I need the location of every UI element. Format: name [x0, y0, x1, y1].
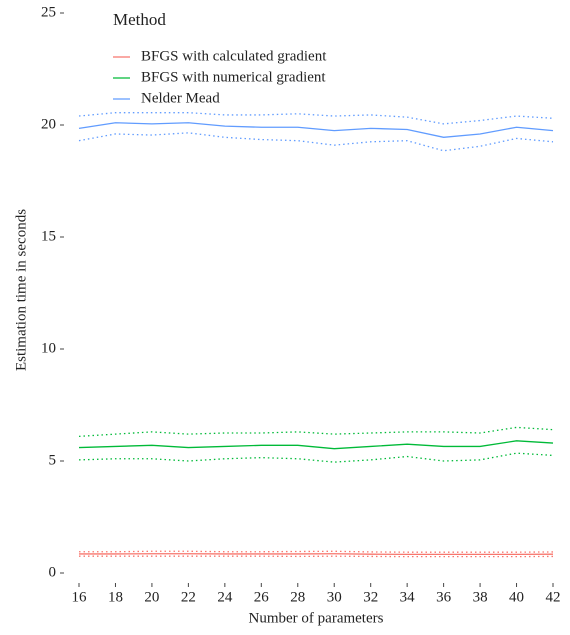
x-tick-label: 18	[108, 589, 123, 605]
x-tick-label: 28	[290, 589, 305, 605]
legend-title: Method	[113, 10, 166, 29]
x-tick-label: 42	[546, 589, 561, 605]
series-line	[78, 122, 554, 138]
x-tick-label: 20	[144, 589, 159, 605]
x-tick-label: 16	[72, 589, 88, 605]
x-axis-label: Number of parameters	[249, 610, 384, 626]
x-tick-label: 36	[436, 589, 452, 605]
legend-label: BFGS with calculated gradient	[141, 48, 327, 64]
x-tick-label: 22	[181, 589, 196, 605]
series-line	[79, 553, 554, 556]
y-tick-label: 0	[49, 564, 57, 580]
x-tick-label: 32	[363, 589, 378, 605]
y-tick-label: 20	[41, 116, 56, 132]
x-tick-label: 30	[327, 589, 342, 605]
y-tick-label: 25	[41, 4, 56, 20]
y-tick-label: 10	[41, 340, 56, 356]
upper-bound	[79, 550, 554, 553]
x-tick-label: 40	[509, 589, 524, 605]
y-axis-label: Estimation time in seconds	[13, 209, 29, 371]
y-tick-label: 15	[41, 228, 56, 244]
lower-bound	[78, 452, 554, 463]
x-tick-label: 26	[254, 589, 270, 605]
upper-bound	[78, 426, 554, 438]
series-line	[78, 440, 554, 450]
x-tick-label: 34	[400, 589, 416, 605]
x-tick-label: 38	[473, 589, 488, 605]
x-tick-label: 24	[217, 589, 233, 605]
legend-label: BFGS with numerical gradient	[141, 69, 326, 85]
legend-label: Nelder Mead	[141, 90, 220, 106]
upper-bound	[78, 112, 554, 125]
y-tick-label: 5	[49, 452, 57, 468]
lower-bound	[78, 132, 554, 152]
